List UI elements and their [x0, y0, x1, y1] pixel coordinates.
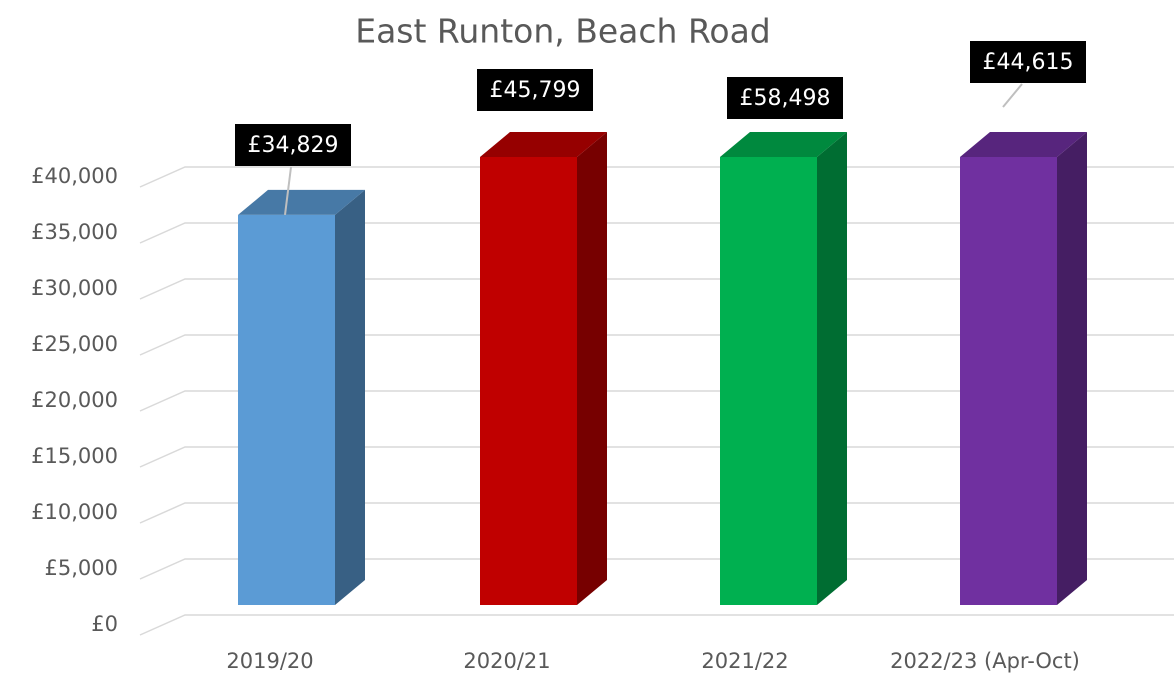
bar-top — [720, 132, 847, 157]
data-label-box — [727, 77, 843, 119]
bar-side — [335, 189, 365, 605]
y-tick-label: £20,000 — [31, 388, 118, 412]
bar-front — [960, 157, 1057, 605]
y-tick-label: £5,000 — [45, 556, 118, 580]
bar-side — [817, 132, 847, 605]
y-tick-label: £40,000 — [31, 164, 118, 188]
bar — [960, 132, 1087, 605]
x-tick-label: 2022/23 (Apr-Oct) — [890, 649, 1080, 673]
data-label-box — [477, 69, 593, 111]
bar-top — [960, 132, 1087, 157]
data-label: £58,498 — [740, 86, 831, 111]
bar-side — [577, 132, 607, 605]
data-label: £45,799 — [490, 78, 581, 103]
bar — [238, 189, 365, 605]
y-tick-label: £15,000 — [31, 444, 118, 468]
bar-top — [480, 132, 607, 157]
bar-front — [720, 157, 817, 605]
data-label: £44,615 — [983, 50, 1074, 75]
y-tick-label: £30,000 — [31, 276, 118, 300]
y-tick-label: £25,000 — [31, 332, 118, 356]
y-tick-label: £0 — [91, 612, 118, 636]
y-tick-label: £10,000 — [31, 500, 118, 524]
bar-top — [238, 189, 365, 215]
leader-line — [284, 166, 292, 216]
x-tick-label: 2021/22 — [701, 649, 788, 673]
chart-title: East Runton, Beach Road — [355, 12, 771, 51]
y-tick-label: £35,000 — [31, 220, 118, 244]
data-label-box — [235, 124, 351, 166]
x-tick-label: 2019/20 — [226, 649, 313, 673]
bar-front — [238, 214, 335, 605]
data-label-box — [970, 41, 1086, 83]
grid-line — [139, 614, 1174, 636]
bar — [720, 132, 847, 605]
bar — [480, 132, 607, 605]
bar-side — [1057, 132, 1087, 605]
data-label: £34,829 — [248, 133, 339, 158]
leader-line — [1002, 83, 1023, 108]
x-tick-label: 2020/21 — [463, 649, 550, 673]
bar-front — [480, 157, 577, 605]
